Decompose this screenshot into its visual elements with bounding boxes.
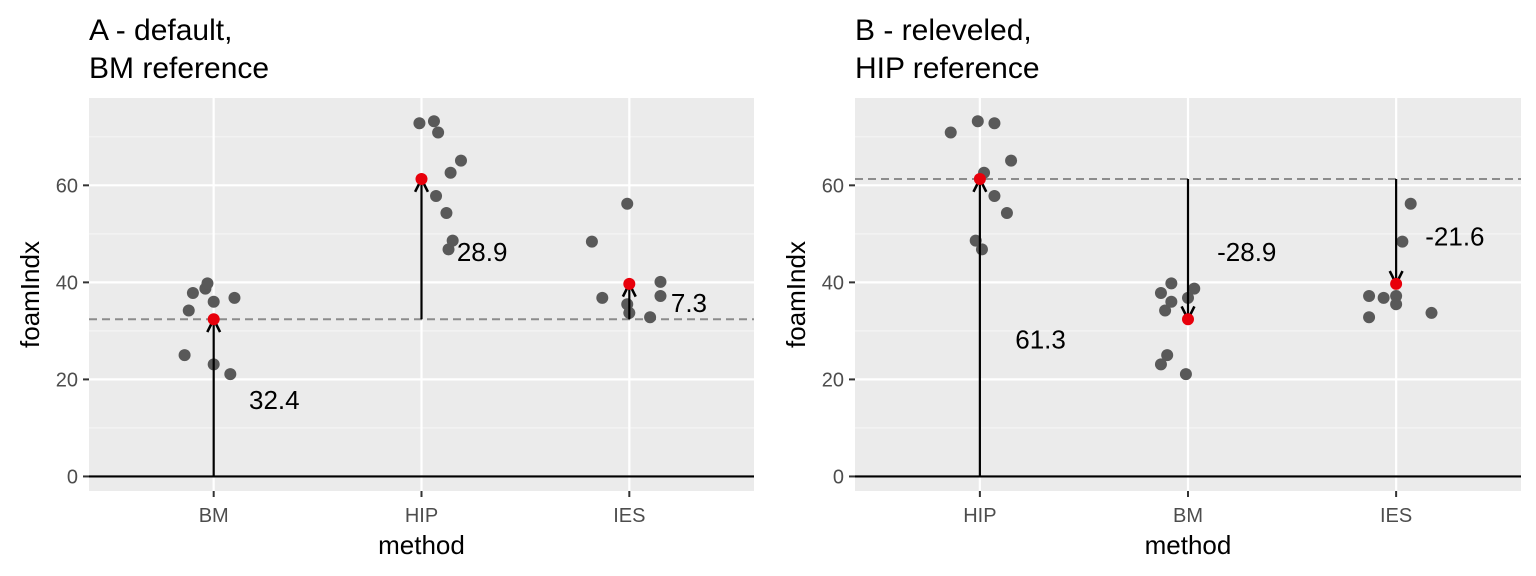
estimate-label: 7.3 [671,288,707,318]
panel-a: 32.4 28.9 7.3 0 20 40 60 BM HIP IES method foamIndx… [15,14,754,560]
x-tick-label: HIP [405,505,438,527]
data-point [224,368,237,381]
data-point [944,126,957,139]
data-point [1179,368,1192,381]
data-point [1165,277,1178,290]
data-point [228,291,241,304]
y-tick-label: 20 [56,369,78,391]
x-tick-label: BM [199,505,229,527]
data-point [1363,289,1376,302]
y-tick-label: 0 [67,466,78,488]
data-point [444,166,457,179]
x-tick-label: HIP [963,505,996,527]
x-axis-title: method [1145,530,1232,560]
data-point [971,115,984,128]
data-point [440,206,453,219]
y-axis-title: foamIndx [15,241,45,348]
y-tick-label: 0 [833,466,844,488]
y-tick-label: 20 [822,369,844,391]
data-point [446,234,459,247]
data-point [1390,298,1403,311]
data-point [201,277,214,290]
data-point [1161,349,1174,362]
data-point [1396,235,1409,248]
panel-title-line: BM reference [89,52,269,85]
data-point [432,126,445,139]
data-point [207,295,220,308]
data-point [1377,291,1390,304]
data-point [1165,295,1178,308]
panel-title-line: A - default, [89,14,232,47]
y-axis-title: foamIndx [781,241,811,348]
y-tick-label: 60 [56,175,78,197]
group-mean-point [623,277,636,290]
panel-title-line: HIP reference [855,52,1040,85]
data-point [1154,358,1167,371]
y-tick-label: 60 [822,175,844,197]
x-tick-label: IES [613,505,645,527]
data-point [178,349,191,362]
data-point [1363,311,1376,324]
data-point [644,311,657,324]
group-mean-point [415,173,428,186]
data-point [1000,206,1013,219]
data-point [654,275,667,288]
data-point [1425,306,1438,319]
data-point [1159,304,1172,317]
y-tick-label: 40 [822,272,844,294]
data-point [988,117,1001,130]
data-point [1154,287,1167,300]
group-mean-point [1390,277,1403,290]
data-point [1404,197,1417,210]
estimate-label: 28.9 [457,237,508,267]
data-point [1005,154,1018,167]
data-point [182,304,195,317]
group-mean-point [973,173,986,186]
y-tick-label: 40 [56,272,78,294]
data-point [1390,289,1403,302]
x-tick-label: BM [1173,505,1203,527]
estimate-label: 32.4 [249,385,300,415]
data-point [413,117,426,130]
data-point [621,197,634,210]
data-point [585,235,598,248]
data-point [1188,282,1201,295]
x-axis-title: method [378,530,465,560]
x-tick-label: IES [1380,505,1412,527]
data-point [988,190,1001,203]
group-mean-point [207,313,220,326]
data-point [186,287,199,300]
data-point [975,243,988,256]
data-point [454,154,467,167]
data-point [427,115,440,128]
estimate-label: 61.3 [1015,325,1066,355]
group-mean-point [1182,313,1194,326]
panel-b: 61.3 -28.9 -21.6 0 20 40 60 HIP BM IES method foamI… [781,14,1521,560]
data-point [430,190,443,203]
data-point [596,291,609,304]
data-point [969,234,982,247]
panel-title-line: B - releveled, [855,14,1032,47]
data-point [654,289,667,302]
estimate-label: -21.6 [1425,221,1484,251]
estimate-label: -28.9 [1217,237,1276,267]
